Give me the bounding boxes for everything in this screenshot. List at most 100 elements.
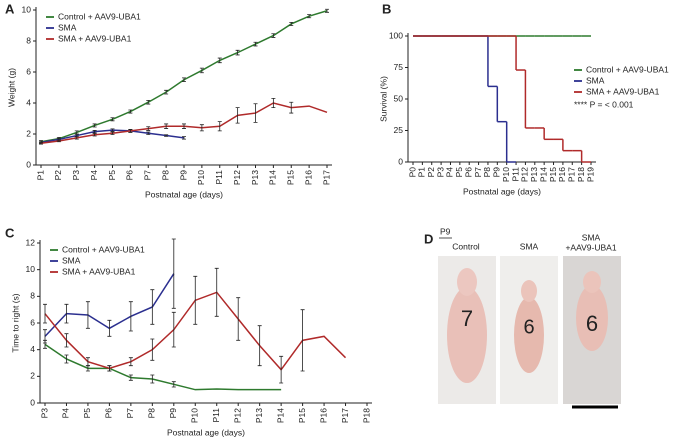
error-bar xyxy=(110,128,115,132)
x-tick-label: P0 xyxy=(407,167,417,178)
x-tick-label: P13 xyxy=(250,170,260,185)
error-bar xyxy=(128,109,133,114)
x-tick-label: P13 xyxy=(529,167,539,182)
x-tick-label: P18 xyxy=(576,167,586,182)
error-bar xyxy=(146,126,151,131)
x-tick-label: P17 xyxy=(340,408,350,423)
y-tick-label: 10 xyxy=(26,264,36,274)
y-tick-label: 4 xyxy=(30,344,35,354)
x-tick-label: P7 xyxy=(473,167,483,178)
x-tick-label: P3 xyxy=(39,408,49,419)
x-tick-label: P16 xyxy=(303,170,313,185)
legend-label: Control + AAV9-UBA1 xyxy=(58,11,141,21)
annotation: **** P = < 0.001 xyxy=(574,99,634,109)
error-bar xyxy=(171,238,176,309)
error-bar xyxy=(307,14,312,19)
error-bar xyxy=(92,133,97,137)
error-bar xyxy=(110,131,115,135)
legend-label: SMA xyxy=(58,22,77,32)
photo-label: SMA xyxy=(582,232,601,242)
legend-label: SMA + AAV9-UBA1 xyxy=(58,33,132,43)
error-bar xyxy=(217,121,222,132)
x-tick-label: P14 xyxy=(268,170,278,185)
x-tick-label: P17 xyxy=(567,167,577,182)
x-tick-label: P15 xyxy=(297,408,307,423)
error-bar xyxy=(43,329,47,344)
error-bar xyxy=(325,8,329,13)
y-tick-label: 25 xyxy=(394,125,404,135)
error-bar xyxy=(39,142,43,145)
x-tick-label: P16 xyxy=(557,167,567,182)
x-tick-label: P9 xyxy=(492,167,502,178)
error-bar xyxy=(64,303,69,324)
error-bar xyxy=(199,67,204,74)
error-bar xyxy=(289,101,294,114)
legend-label: SMA xyxy=(586,75,605,85)
error-bar xyxy=(128,301,133,332)
y-axis-label: Survival (%) xyxy=(378,76,388,122)
x-tick-label: P2 xyxy=(426,167,436,178)
x-tick-label: P3 xyxy=(71,170,81,181)
error-bar xyxy=(128,128,133,133)
photo-panel: D P9 Control SMA SMA +AAV9-UBA1 7 6 6 xyxy=(424,226,621,409)
x-tick-label: P9 xyxy=(178,170,188,181)
x-tick-label: P14 xyxy=(538,167,548,182)
x-tick-label: P6 xyxy=(463,167,473,178)
y-tick-label: 8 xyxy=(26,35,31,45)
error-bar xyxy=(92,123,97,128)
mouse xyxy=(514,297,544,373)
mouse-mark: 6 xyxy=(586,311,598,336)
x-tick-label: P5 xyxy=(82,408,92,419)
x-tick-label: P7 xyxy=(125,408,135,419)
panel-letter: B xyxy=(382,1,391,16)
error-bar xyxy=(257,325,262,367)
x-tick-label: P1 xyxy=(35,170,45,181)
error-bar xyxy=(271,33,276,38)
y-tick-label: 2 xyxy=(26,128,31,138)
y-tick-label: 4 xyxy=(26,97,31,107)
x-tick-label: P10 xyxy=(501,167,511,182)
x-tick-label: P1 xyxy=(417,167,427,178)
mouse xyxy=(457,268,477,296)
axis-line xyxy=(407,33,596,163)
x-tick-label: P14 xyxy=(275,408,285,423)
mouse xyxy=(521,280,537,302)
error-bar xyxy=(289,22,294,26)
x-tick-label: P2 xyxy=(53,170,63,181)
x-tick-label: P8 xyxy=(160,170,170,181)
x-tick-label: P6 xyxy=(125,170,135,181)
error-bar xyxy=(64,354,69,364)
error-bar xyxy=(214,267,219,317)
x-tick-label: P3 xyxy=(435,167,445,178)
panel-letter: C xyxy=(5,225,15,240)
x-tick-label: P10 xyxy=(196,170,206,185)
error-bar xyxy=(146,99,151,105)
y-tick-label: 0 xyxy=(26,159,31,169)
x-tick-label: P12 xyxy=(232,408,242,423)
y-tick-label: 0 xyxy=(398,156,403,166)
error-bar xyxy=(164,89,169,95)
x-tick-label: P8 xyxy=(147,408,157,419)
x-axis-label: Postnatal age (days) xyxy=(167,427,245,437)
x-tick-label: P15 xyxy=(286,170,296,185)
series-line xyxy=(40,10,328,143)
legend-label: SMA xyxy=(62,255,81,265)
y-tick-label: 50 xyxy=(394,93,404,103)
y-tick-label: 75 xyxy=(394,62,404,72)
error-bar xyxy=(271,97,276,109)
y-tick-label: 8 xyxy=(30,291,35,301)
photo-label: Control xyxy=(452,241,480,251)
error-bar xyxy=(110,117,115,122)
error-bar xyxy=(171,381,176,388)
y-tick-label: 0 xyxy=(30,397,35,407)
x-tick-label: P4 xyxy=(61,408,71,419)
error-bar xyxy=(217,57,222,64)
error-bar xyxy=(235,107,240,124)
x-tick-label: P7 xyxy=(143,170,153,181)
photo-label: +AAV9-UBA1 xyxy=(565,242,616,252)
legend-label: Control + AAV9-UBA1 xyxy=(62,244,145,254)
x-tick-label: P13 xyxy=(254,408,264,423)
x-tick-label: P6 xyxy=(104,408,114,419)
